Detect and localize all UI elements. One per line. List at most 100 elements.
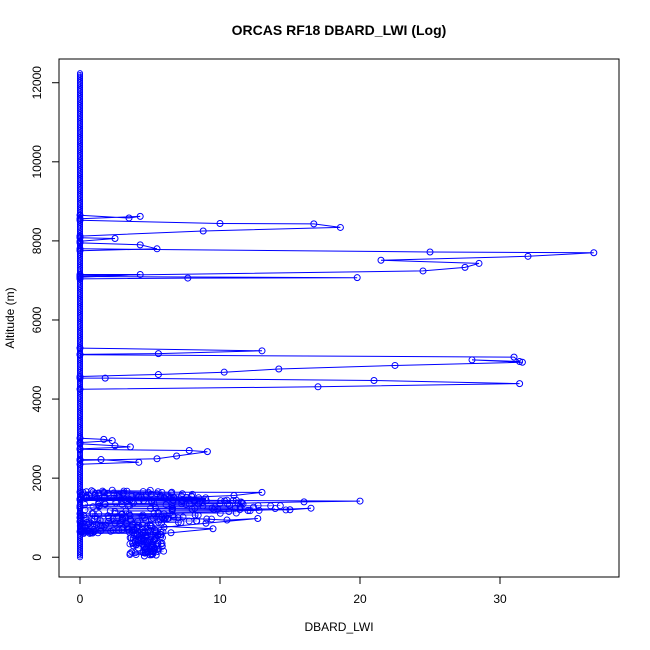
data-point bbox=[154, 518, 162, 526]
data-point bbox=[177, 519, 185, 527]
data-point bbox=[310, 220, 318, 228]
data-point bbox=[208, 515, 215, 523]
data-point bbox=[217, 497, 225, 505]
data-point bbox=[524, 252, 532, 260]
x-axis-label: DBARD_LWI bbox=[304, 620, 373, 634]
y-tick-label: 8000 bbox=[30, 227, 44, 254]
x-tick-label: 10 bbox=[213, 592, 227, 606]
data-point bbox=[356, 497, 364, 505]
series-line bbox=[79, 248, 594, 277]
data-point bbox=[286, 506, 294, 514]
data-point bbox=[174, 518, 182, 526]
data-point bbox=[300, 498, 308, 506]
baseline-series bbox=[76, 70, 84, 561]
data-point bbox=[144, 529, 152, 536]
plot-area bbox=[76, 70, 598, 561]
data-point bbox=[146, 486, 154, 494]
data-point bbox=[96, 522, 104, 530]
low-altitude-cluster bbox=[76, 486, 290, 559]
data-point bbox=[216, 509, 224, 517]
x-tick-label: 20 bbox=[353, 592, 367, 606]
data-point bbox=[154, 509, 162, 517]
y-axis-label: Altitude (m) bbox=[3, 287, 17, 348]
series-line bbox=[79, 276, 358, 280]
band-series bbox=[79, 497, 207, 502]
data-point bbox=[167, 489, 175, 497]
data-point bbox=[101, 500, 109, 508]
data-point bbox=[271, 505, 279, 513]
series-line bbox=[79, 459, 139, 465]
chart-title: ORCAS RF18 DBARD_LWI (Log) bbox=[232, 22, 447, 38]
data-point bbox=[275, 365, 283, 373]
y-tick-label: 12000 bbox=[30, 66, 44, 100]
data-point bbox=[76, 351, 84, 359]
data-point bbox=[185, 446, 193, 454]
data-point bbox=[101, 374, 109, 382]
data-point bbox=[76, 502, 84, 510]
data-point bbox=[199, 227, 207, 235]
data-point bbox=[254, 514, 262, 522]
data-point bbox=[282, 506, 290, 514]
data-point bbox=[149, 514, 157, 522]
data-point bbox=[76, 460, 84, 468]
data-point bbox=[153, 245, 161, 253]
data-point bbox=[111, 235, 119, 243]
data-point bbox=[76, 245, 84, 253]
y-axis: 0 2000 4000 6000 8000 10000 12000 bbox=[30, 66, 59, 561]
data-point bbox=[147, 490, 155, 498]
data-point bbox=[224, 500, 232, 508]
data-point bbox=[154, 488, 162, 496]
data-point bbox=[255, 506, 263, 514]
y-tick-label: 4000 bbox=[30, 385, 44, 412]
data-point bbox=[97, 456, 105, 464]
plot-frame bbox=[58, 58, 620, 578]
data-point bbox=[182, 501, 190, 509]
data-point bbox=[90, 528, 98, 536]
data-point bbox=[136, 241, 144, 249]
data-point bbox=[153, 455, 161, 463]
data-point bbox=[132, 551, 140, 559]
data-point bbox=[307, 504, 315, 512]
data-point bbox=[336, 223, 344, 231]
data-point bbox=[162, 501, 170, 509]
data-point bbox=[173, 452, 181, 460]
data-point bbox=[254, 502, 262, 509]
data-point bbox=[76, 70, 84, 77]
data-point bbox=[516, 357, 524, 365]
data-point bbox=[136, 271, 144, 279]
data-point bbox=[258, 347, 266, 355]
y-tick-label: 2000 bbox=[30, 464, 44, 491]
data-point bbox=[76, 211, 84, 219]
series-line bbox=[79, 347, 263, 355]
data-point bbox=[135, 458, 143, 466]
data-point bbox=[353, 274, 361, 282]
data-point bbox=[136, 212, 144, 220]
data-point bbox=[391, 361, 399, 369]
data-point bbox=[76, 385, 84, 393]
data-point bbox=[118, 526, 126, 534]
data-point bbox=[168, 507, 176, 515]
data-point bbox=[199, 502, 207, 510]
data-point bbox=[209, 525, 217, 533]
data-point bbox=[150, 510, 158, 518]
data-point bbox=[86, 519, 93, 527]
data-point bbox=[246, 507, 254, 515]
data-point bbox=[107, 527, 115, 535]
data-point bbox=[76, 271, 84, 279]
series-line bbox=[79, 237, 116, 242]
data-point bbox=[232, 509, 240, 517]
series-line bbox=[79, 219, 341, 237]
data-point bbox=[76, 456, 84, 464]
data-point bbox=[148, 551, 156, 559]
x-tick-label: 0 bbox=[77, 592, 84, 606]
data-point bbox=[108, 437, 116, 445]
data-point bbox=[475, 259, 483, 267]
data-point bbox=[100, 435, 108, 443]
data-point bbox=[314, 383, 322, 391]
data-point bbox=[154, 548, 162, 555]
series-line bbox=[79, 377, 520, 390]
series-line bbox=[79, 443, 131, 450]
data-point bbox=[151, 503, 159, 511]
data-point bbox=[510, 353, 518, 361]
